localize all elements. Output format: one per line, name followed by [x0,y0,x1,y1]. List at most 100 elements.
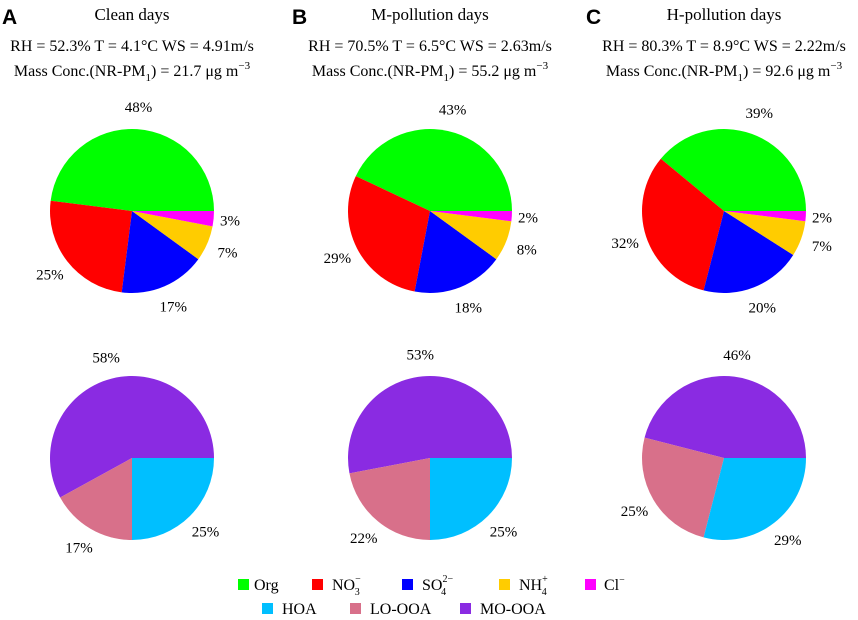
panel-b-oa-label-mo-ooa: 53% [406,347,434,363]
legend-no3-text: NO [332,577,355,594]
panel-c-species-slice-no3 [642,158,724,291]
panel-b-mass-sup: −3 [536,60,548,72]
panel-b-mass-sub: 1 [443,72,449,84]
panel-a-oa-slice-mo-ooa [49,376,214,498]
legend-cl-sup: − [619,575,625,586]
legend-mo-ooa-text: MO-OOA [480,601,546,618]
panel-b-oa-slice-hoa [430,458,512,540]
panel-c-oa-slice-hoa [703,458,806,540]
legend-cl-label: Cl− [604,575,625,594]
panel-b-oa-slice-lo-ooa [349,458,430,540]
panel-a-oa-slice-hoa [132,458,214,540]
panel-a-species-label-so4: 17% [160,299,188,315]
panel-c-conditions: RH = 80.3% T = 8.9°C WS = 2.22m/s [602,38,846,55]
panel-b-species-slice-org [355,128,512,211]
panel-a-title: Clean days [94,5,169,24]
panel-b-conditions: RH = 70.5% T = 6.5°C WS = 2.63m/s [308,38,552,55]
panel-c-species-label-org: 39% [745,106,773,122]
panel-c-oa-slice-mo-ooa [644,376,806,458]
panel-c-mass-sup: −3 [830,60,842,72]
panel-c-mass-value: ) = 92.6 μg m [743,63,831,80]
legend-so4-swatch [402,579,413,590]
legend-org-text: Org [254,577,279,594]
panel-b-mass-label: Mass Conc.(NR-PM [312,63,444,80]
legend-lo-ooa-swatch [350,603,361,614]
panel-a-mass-value: ) = 21.7 μg m [151,63,239,80]
panel-c-species-slice-cl [724,211,806,222]
legend-no3-label: NO− 3 [332,574,361,598]
panel-c-species-slice-nh4 [724,211,806,255]
panel-b-species-label-no3: 29% [324,251,352,267]
legend-hoa-text: HOA [282,601,317,618]
panel-a-oa-label-lo-ooa: 17% [65,541,93,557]
panel-a-oa-label-hoa: 25% [192,525,220,541]
panel-a-species-slice-cl [132,211,214,227]
panel-c-species-slice-so4 [703,211,794,293]
legend-lo-ooa-text: LO-OOA [370,601,432,618]
panel-a-mass-concentration: Mass Conc.(NR-PM1) = 21.7 μg m−3 [14,60,251,84]
panel-a-species-slice-so4 [121,211,199,293]
panel-c-species-label-no3: 32% [611,236,639,252]
legend-nh4-sub: 4 [542,587,547,598]
panel-b-title: M-pollution days [371,5,489,24]
panel-c-species-label-so4: 20% [749,301,777,317]
panel-c-title: H-pollution days [667,5,782,24]
legend-org-swatch [238,579,249,590]
legend-nh4-text: NH [519,577,543,594]
panel-b-species-label-org: 43% [439,103,467,119]
panel-c-oa-label-hoa: 29% [774,533,802,549]
panel-b-species-label-nh4: 8% [517,242,537,258]
panel-b-letter: B [292,6,307,29]
panel-a-conditions: RH = 52.3% T = 4.1°C WS = 4.91m/s [10,38,254,55]
panel-b-oa-slice-mo-ooa [348,376,512,474]
panel-b-mass-value: ) = 55.2 μg m [449,63,537,80]
legend-hoa-swatch [262,603,273,614]
panel-a-species-slice-no3 [50,200,132,293]
panel-b-species-label-so4: 18% [455,301,483,317]
legend-so4-sub: 4 [441,587,446,598]
legend-so4-text: SO [422,577,442,594]
panel-a-species-label-nh4: 7% [217,245,237,261]
panel-c-species-slice-org [660,129,806,211]
panel-c-species-label-cl: 2% [812,210,832,226]
legend-mo-ooa-label: MO-OOA [480,601,546,618]
legend-hoa-label: HOA [282,601,317,618]
panel-b-species-slice-no3 [347,176,430,292]
panel-b-species-slice-so4 [414,211,497,294]
panel-c-mass-concentration: Mass Conc.(NR-PM1) = 92.6 μg m−3 [606,60,843,84]
panel-c-species-label-nh4: 7% [812,239,832,255]
legend-no3-swatch [312,579,323,590]
legend-nh4-sup: + [542,574,548,585]
legend-so4-sup: 2− [442,574,453,585]
legend-cl-swatch [585,579,596,590]
panel-a-mass-sub: 1 [145,72,151,84]
panel-a-species-slice-org [50,129,215,211]
panel-b-oa-label-hoa: 25% [490,525,518,541]
panel-c-letter: C [586,6,601,29]
panel-a-species-label-no3: 25% [36,268,64,284]
legend-no3-sub: 3 [355,587,360,598]
panel-c-oa-label-lo-ooa: 25% [621,504,649,520]
panel-b-species-label-cl: 2% [518,210,538,226]
panel-c-mass-sub: 1 [737,72,743,84]
panel-a-oa-slice-lo-ooa [60,458,132,540]
panel-c-oa-label-mo-ooa: 46% [723,348,751,364]
panel-b-oa-label-lo-ooa: 22% [350,531,378,547]
panel-b-species-slice-nh4 [430,211,512,260]
legend-nh4-label: NH+ 4 [519,574,548,598]
panel-a-species-slice-nh4 [132,211,213,260]
panel-a-oa-label-mo-ooa: 58% [92,350,120,366]
panel-a-letter: A [2,6,17,29]
legend-lo-ooa-label: LO-OOA [370,601,432,618]
panel-b-species-slice-cl [430,211,512,222]
panel-c-oa-slice-lo-ooa [642,437,724,538]
legend-mo-ooa-swatch [460,603,471,614]
panel-a-species-label-org: 48% [125,100,153,116]
legend-org-label: Org [254,577,279,594]
panel-c-mass-label: Mass Conc.(NR-PM [606,63,738,80]
panel-b-mass-concentration: Mass Conc.(NR-PM1) = 55.2 μg m−3 [312,60,549,84]
panel-a-mass-sup: −3 [238,60,250,72]
panel-a-species-label-cl: 3% [220,213,240,229]
